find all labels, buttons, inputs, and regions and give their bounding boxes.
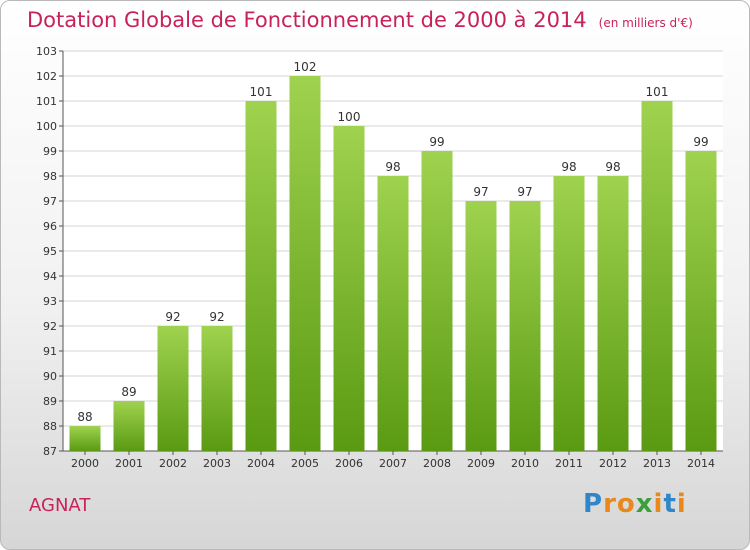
bar [289, 76, 321, 451]
x-tick-label: 2010 [511, 457, 539, 470]
y-tick-label: 98 [43, 170, 57, 183]
title-text: Dotation Globale de Fonctionnement de 20… [27, 8, 587, 32]
bar-value-label: 92 [165, 310, 180, 324]
bar [685, 151, 717, 451]
proxiti-logo: Proxiti [583, 489, 687, 519]
bar [245, 101, 277, 451]
y-tick-label: 93 [43, 295, 57, 308]
x-tick-label: 2014 [687, 457, 715, 470]
bar [377, 176, 409, 451]
x-tick-label: 2013 [643, 457, 671, 470]
bar-value-label: 88 [77, 410, 92, 424]
bar-value-label: 89 [121, 385, 136, 399]
bar-value-label: 101 [646, 85, 669, 99]
y-tick-label: 96 [43, 220, 57, 233]
y-tick-label: 88 [43, 420, 57, 433]
bar [641, 101, 673, 451]
x-tick-label: 2000 [71, 457, 99, 470]
bar [509, 201, 541, 451]
x-tick-label: 2004 [247, 457, 275, 470]
x-tick-label: 2011 [555, 457, 583, 470]
bar [597, 176, 629, 451]
chart-title: Dotation Globale de Fonctionnement de 20… [27, 8, 693, 32]
bar [113, 401, 145, 451]
bar-value-label: 100 [338, 110, 361, 124]
bar [69, 426, 101, 451]
x-tick-label: 2003 [203, 457, 231, 470]
bar [421, 151, 453, 451]
y-tick-label: 101 [36, 95, 57, 108]
x-tick-label: 2005 [291, 457, 319, 470]
y-tick-label: 103 [36, 45, 57, 58]
bar [333, 126, 365, 451]
y-tick-label: 99 [43, 145, 57, 158]
bar-value-label: 99 [693, 135, 708, 149]
x-tick-label: 2002 [159, 457, 187, 470]
bar-value-label: 101 [250, 85, 273, 99]
bar [553, 176, 585, 451]
chart-subtitle: (en milliers d'€) [598, 16, 693, 30]
commune-name: AGNAT [29, 495, 91, 516]
y-tick-label: 100 [36, 120, 57, 133]
bar [465, 201, 497, 451]
y-tick-label: 87 [43, 445, 57, 458]
y-tick-label: 91 [43, 345, 57, 358]
bar-value-label: 99 [429, 135, 444, 149]
bar-value-label: 97 [473, 185, 488, 199]
x-tick-label: 2008 [423, 457, 451, 470]
x-tick-label: 2006 [335, 457, 363, 470]
y-tick-label: 92 [43, 320, 57, 333]
x-tick-label: 2007 [379, 457, 407, 470]
x-tick-label: 2001 [115, 457, 143, 470]
bar-value-label: 97 [517, 185, 532, 199]
bar [201, 326, 233, 451]
bar-value-label: 92 [209, 310, 224, 324]
x-tick-label: 2009 [467, 457, 495, 470]
bar [157, 326, 189, 451]
bar-value-label: 102 [294, 60, 317, 74]
bar-value-label: 98 [605, 160, 620, 174]
y-tick-label: 94 [43, 270, 57, 283]
y-tick-label: 102 [36, 70, 57, 83]
y-tick-label: 95 [43, 245, 57, 258]
y-tick-label: 90 [43, 370, 57, 383]
y-tick-label: 97 [43, 195, 57, 208]
x-tick-label: 2012 [599, 457, 627, 470]
bar-value-label: 98 [385, 160, 400, 174]
y-tick-label: 89 [43, 395, 57, 408]
bar-value-label: 98 [561, 160, 576, 174]
